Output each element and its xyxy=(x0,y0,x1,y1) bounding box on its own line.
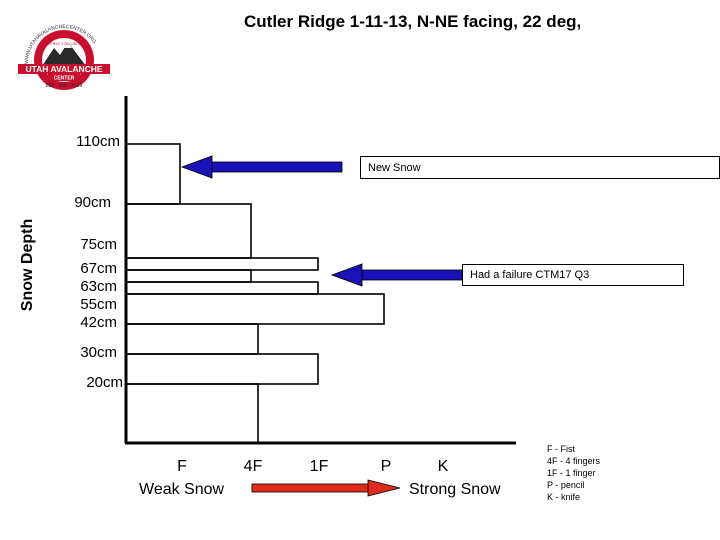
hardness-label-1f: 1F xyxy=(309,458,329,475)
new-snow-arrow xyxy=(180,155,343,179)
depth-label-67: 67cm xyxy=(80,260,117,277)
legend-item-4-fingers: 4F - 4 fingers xyxy=(547,456,601,466)
depth-label-63: 63cm xyxy=(80,278,117,295)
layer-42-30 xyxy=(125,323,259,355)
depth-label-42: 42cm xyxy=(80,314,117,331)
legend-item-fist: F - Fist xyxy=(547,444,575,454)
logo-name-line2: CENTER xyxy=(54,76,75,82)
layer-110-90 xyxy=(125,143,181,205)
layer-55-42 xyxy=(125,293,385,325)
logo-phone: 888 · 999 · 4019 xyxy=(46,83,83,89)
depth-label-110: 110cm xyxy=(76,133,120,150)
hardness-legend: F - Fist 4F - 4 fingers 1F - 1 finger P … xyxy=(547,443,600,503)
layer-75-67 xyxy=(125,257,319,271)
logo-name-line1: UTAH AVALANCHE xyxy=(25,64,102,74)
depth-label-90: 90cm xyxy=(74,194,111,211)
hardness-label-f: F xyxy=(177,458,187,475)
layer-30-20 xyxy=(125,353,319,385)
strong-snow-label: Strong Snow xyxy=(409,481,501,498)
layer-67-63 xyxy=(125,269,252,283)
depth-label-20: 20cm xyxy=(86,374,123,391)
page-title: Cutler Ridge 1-11-13, N-NE facing, 22 de… xyxy=(244,12,582,31)
depth-label-55: 55cm xyxy=(80,296,117,313)
new-snow-callout-text: New Snow xyxy=(368,161,421,174)
layer-20-0 xyxy=(125,383,259,444)
utah-avalanche-center-logo: WWW.UTAHAVALANCHECENTER.ORG KEEPING YOU … xyxy=(18,24,110,90)
legend-item-1-finger: 1F - 1 finger xyxy=(547,468,596,478)
weak-snow-label: Weak Snow xyxy=(139,481,225,498)
hardness-label-p: P xyxy=(380,458,392,475)
legend-item-knife: K - knife xyxy=(547,492,581,502)
failure-callout-text: Had a failure CTM17 Q3 xyxy=(470,269,590,281)
logo-banner-text: KEEPING YOU ON TOP xyxy=(42,41,86,46)
layer-90-75 xyxy=(125,203,252,259)
layer-63-55 xyxy=(125,281,319,295)
new-snow-callout: New Snow xyxy=(360,156,720,179)
hardness-label-4f: 4F xyxy=(243,458,263,475)
depth-label-75: 75cm xyxy=(80,236,117,253)
hardness-label-k: K xyxy=(437,458,449,475)
weak-to-strong-arrow xyxy=(251,479,401,497)
failure-callout: Had a failure CTM17 Q3 xyxy=(462,264,684,286)
failure-arrow xyxy=(330,263,463,287)
depth-label-30: 30cm xyxy=(80,344,117,361)
legend-item-pencil: P - pencil xyxy=(547,480,585,490)
